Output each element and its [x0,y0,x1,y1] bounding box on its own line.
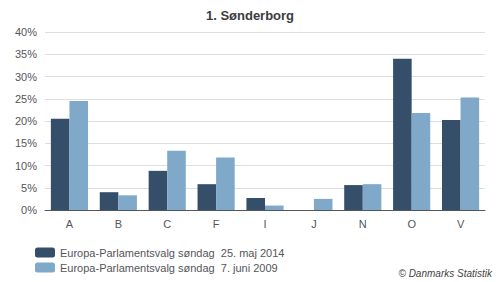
svg-text:J: J [311,218,317,230]
svg-text:Europa-Parlamentsvalg søndag: Europa-Parlamentsvalg søndag 25. maj 201… [60,247,284,259]
svg-text:20%: 20% [15,115,37,127]
svg-text:V: V [457,218,465,230]
svg-text:30%: 30% [15,71,37,83]
svg-text:10%: 10% [15,160,37,172]
svg-text:C: C [163,218,171,230]
svg-text:15%: 15% [15,137,37,149]
svg-text:B: B [115,218,122,230]
svg-text:I: I [263,218,266,230]
svg-text:O: O [407,218,416,230]
svg-text:1. Sønderborg: 1. Sønderborg [206,8,294,23]
svg-text:40%: 40% [15,26,37,38]
svg-text:Europa-Parlamentsvalg søndag: Europa-Parlamentsvalg søndag 7. juni 200… [60,262,278,274]
svg-text:25%: 25% [15,93,37,105]
svg-text:N: N [359,218,367,230]
svg-text:A: A [66,218,74,230]
svg-text:35%: 35% [15,48,37,60]
svg-text:5%: 5% [21,182,37,194]
svg-text:© Danmarks Statistik: © Danmarks Statistik [398,268,493,279]
svg-text:F: F [213,218,220,230]
svg-text:0%: 0% [21,204,37,216]
